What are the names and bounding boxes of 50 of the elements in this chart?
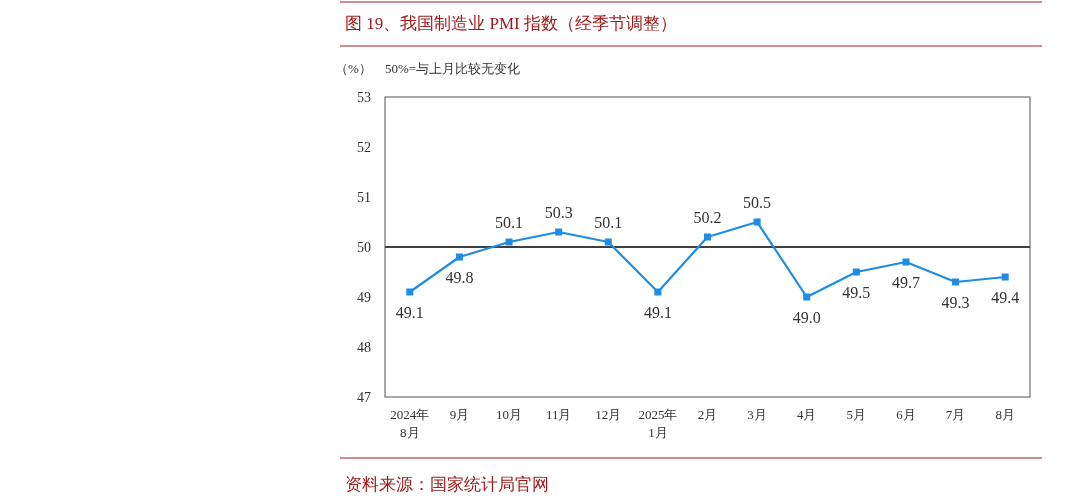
y-tick-label: 51 [357,190,371,205]
data-label: 50.1 [495,214,524,231]
data-label: 50.2 [693,209,722,226]
point [505,238,513,246]
y-tick-label: 48 [357,340,371,355]
point [753,218,761,226]
point [952,278,960,286]
point [604,238,612,246]
point [455,253,463,261]
data-label: 49.8 [445,269,474,286]
y-axis-title: （%） [335,61,372,76]
y-tick-label: 52 [357,140,371,155]
point [803,293,811,301]
data-label: 49.5 [842,284,871,301]
x-tick-label: 12月 [595,407,622,422]
data-label: 49.1 [643,304,672,321]
data-label: 50.5 [743,194,772,211]
x-tick-label: 7月 [945,407,966,422]
point [902,258,910,266]
x-tick-label: 10月 [496,407,523,422]
y-tick-label: 47 [357,390,371,405]
data-label: 49.4 [991,289,1020,306]
y-tick-label: 53 [357,90,371,105]
text: 50%=与上月比较无变化 [385,61,521,76]
text: 资料来源：国家统计局官网 [345,475,549,494]
x-tick-label: 8月 [995,407,1015,422]
data-label: 49.0 [792,309,821,326]
point [555,228,563,236]
x-tick-label: 3月 [747,407,767,422]
x-tick-label: 2月 [697,407,718,422]
point [852,268,860,276]
x-tick-label: 2024年 8月 [390,407,430,440]
point [1001,273,1009,281]
data-label: 50.1 [594,214,623,231]
data-label: 49.3 [941,294,970,311]
y-tick-label: 50 [357,240,371,255]
data-label: 49.7 [891,274,920,291]
point [654,288,662,296]
x-tick-label: 11月 [545,407,572,422]
data-label: 50.3 [544,204,573,221]
x-tick-label: 9月 [449,407,470,422]
data-label: 49.1 [395,304,424,321]
y-tick-label: 49 [357,290,371,305]
point [406,288,414,296]
x-tick-label: 5月 [846,407,867,422]
chart-title: 图 19、我国制造业 PMI 指数（经季节调整） [345,14,677,33]
x-tick-label: 2025年 1月 [638,407,678,440]
x-tick-label: 6月 [896,407,916,422]
point [704,233,711,241]
x-tick-label: 4月 [796,407,817,422]
